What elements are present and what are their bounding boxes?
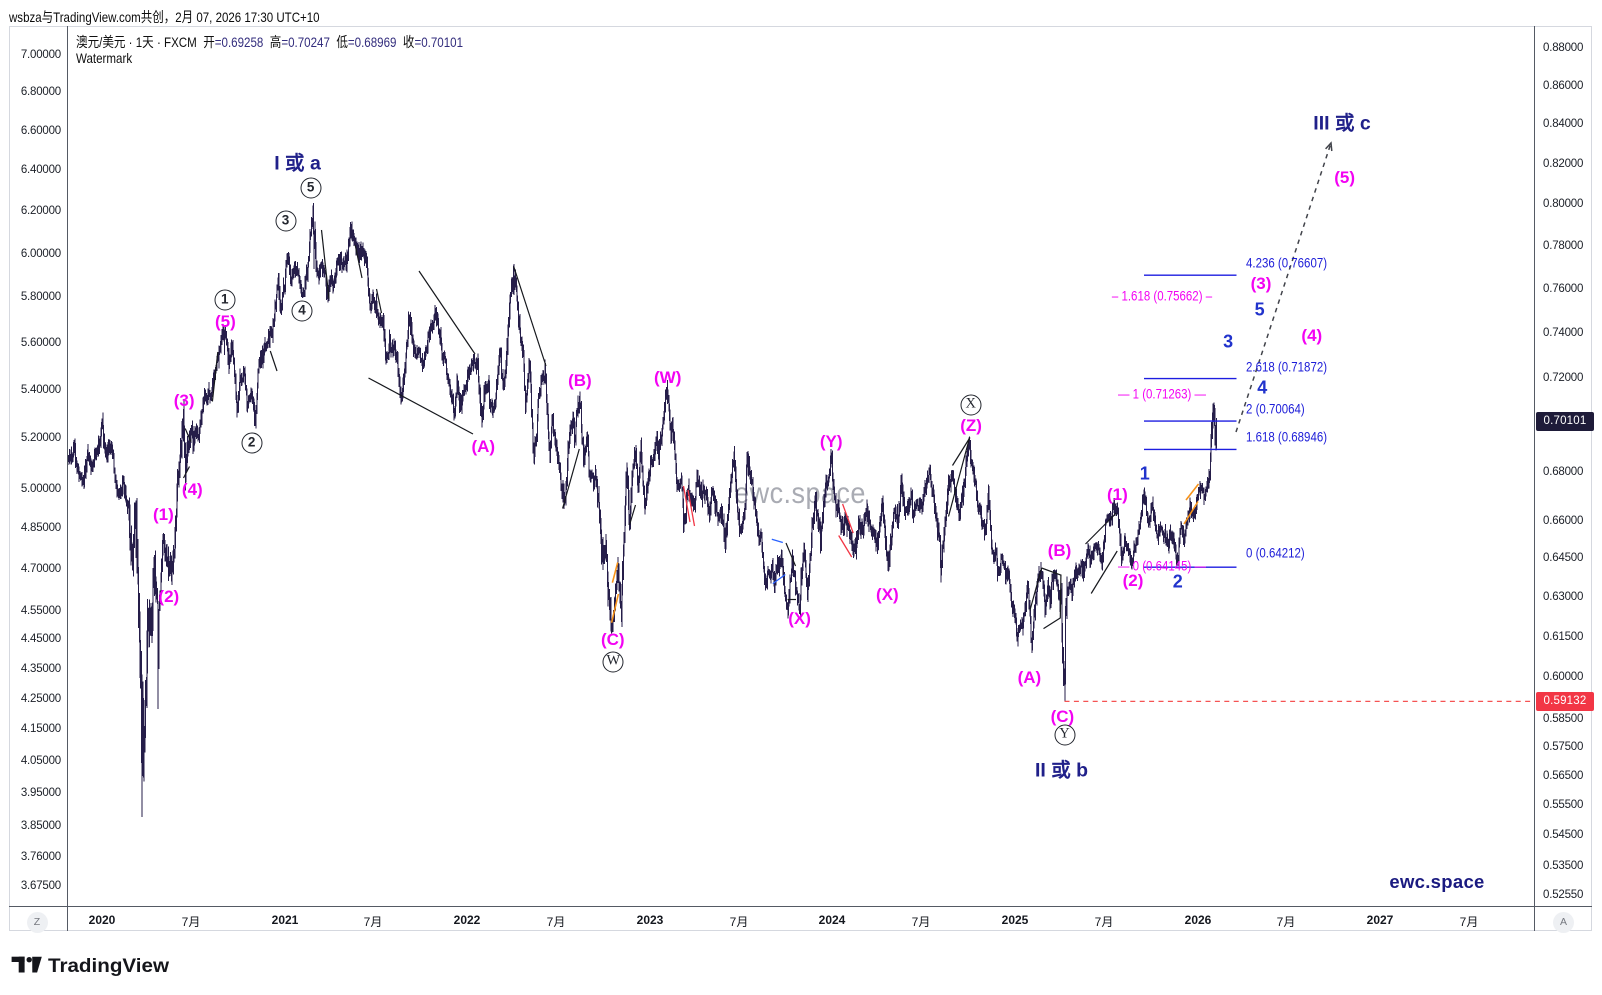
svg-text:TradingView: TradingView (48, 955, 170, 977)
